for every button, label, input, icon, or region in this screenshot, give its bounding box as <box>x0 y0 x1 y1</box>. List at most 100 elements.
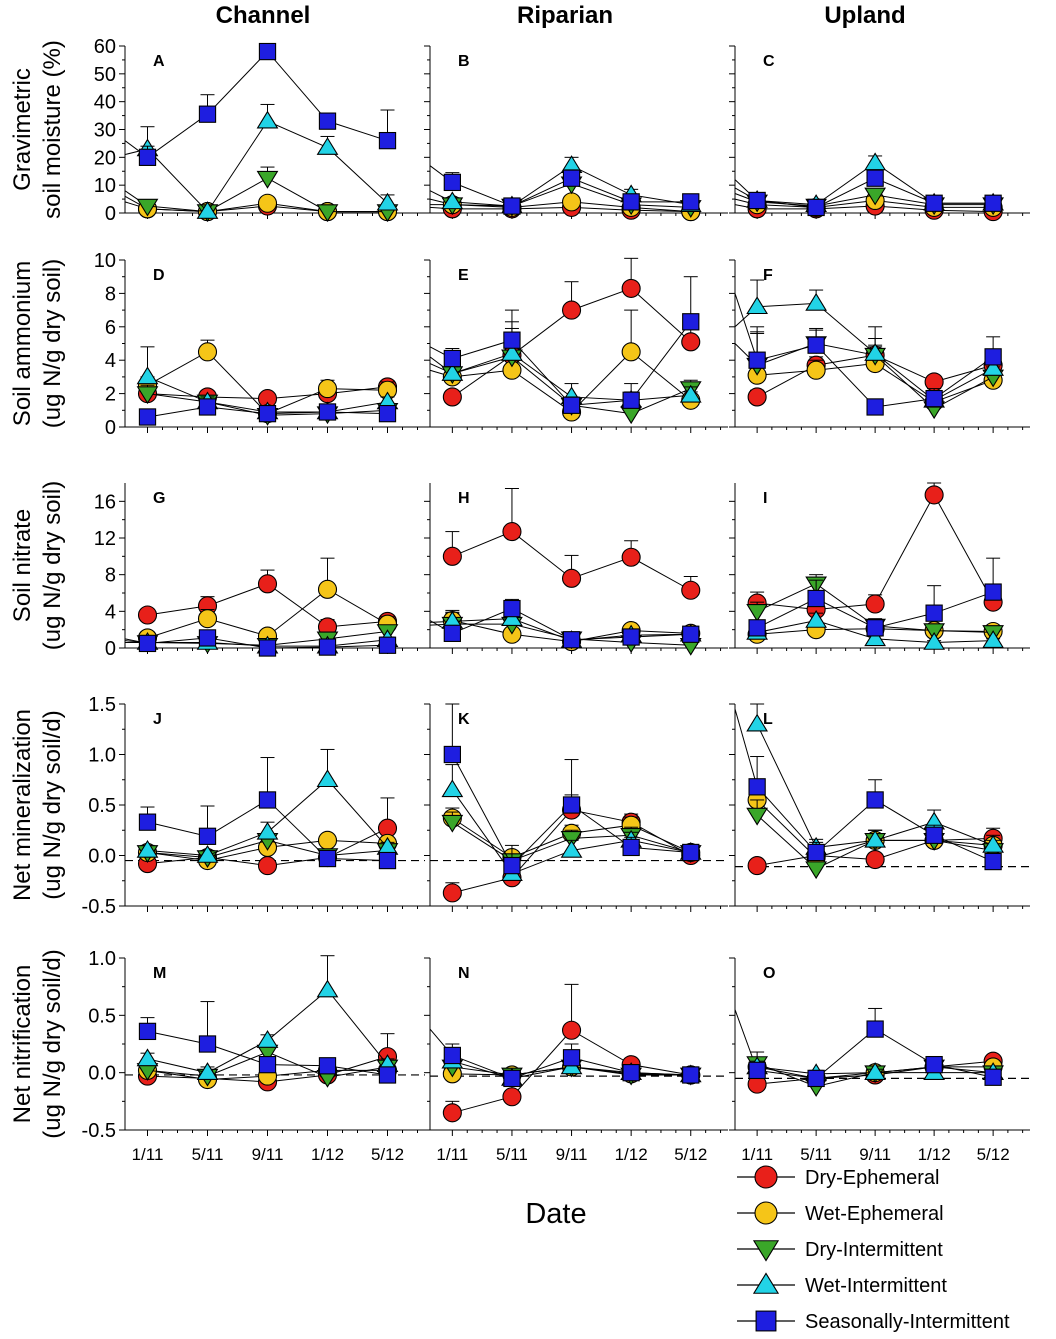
x-tick-label: 5/11 <box>496 1145 528 1164</box>
y-tick-label: 4 <box>105 350 116 372</box>
data-point <box>982 358 1005 376</box>
panel-letter: D <box>153 267 165 284</box>
y-tick-label: 50 <box>94 64 116 86</box>
series-seasonally-intermittent <box>748 557 1002 637</box>
data-point <box>442 883 462 903</box>
data-point <box>378 404 397 423</box>
panel-letter: C <box>763 53 775 70</box>
data-point <box>620 406 643 425</box>
data-point <box>196 1062 219 1080</box>
y-tick-label: 60 <box>94 36 116 58</box>
data-point <box>748 1061 766 1080</box>
panel-letter: N <box>458 965 470 982</box>
data-point <box>257 193 278 213</box>
y-tick-label: 30 <box>94 120 116 142</box>
legend-item-wet-intermittent: Wet-Intermittent <box>737 1272 947 1297</box>
y-axis-label: Net mineralization <box>9 709 36 901</box>
y-tick-label: 0 <box>105 638 116 660</box>
series-seasonally-intermittent <box>138 629 397 657</box>
y-tick-label: 20 <box>94 147 116 169</box>
series-dry-ephemeral <box>442 488 701 600</box>
panel-letter: L <box>763 711 773 728</box>
data-point <box>622 838 640 857</box>
data-point <box>864 628 887 647</box>
y-tick-label: 1.5 <box>88 694 116 716</box>
data-point <box>982 630 1005 648</box>
data-point <box>746 807 769 826</box>
data-point <box>562 169 581 187</box>
data-point <box>866 619 884 637</box>
data-point <box>984 348 1002 366</box>
data-point <box>198 398 217 416</box>
data-point <box>137 605 158 625</box>
panel-letter: I <box>763 490 767 507</box>
data-point <box>807 843 825 862</box>
panel-letter: E <box>458 267 469 284</box>
data-point <box>925 389 943 408</box>
data-point <box>198 105 217 123</box>
data-point <box>138 1022 157 1041</box>
panel-l: L <box>729 703 1030 912</box>
data-point <box>807 589 825 608</box>
data-point <box>806 360 826 380</box>
data-point <box>807 1069 825 1088</box>
series-wet-intermittent <box>136 955 399 1080</box>
data-point <box>318 1057 337 1075</box>
series-seasonally-intermittent <box>138 42 397 166</box>
data-point <box>443 173 462 192</box>
panel-letter: A <box>153 53 165 70</box>
data-point <box>441 814 464 833</box>
panel-grid: 0 10 20 30 40 50 60 A B C 0 2 4 6 8 10 D E F 0 4 8 12 16 G H I -0.5… <box>82 36 1030 1142</box>
data-point <box>257 574 278 594</box>
x-tick-label: 5/11 <box>192 1145 224 1164</box>
data-point <box>378 131 397 150</box>
data-point <box>984 852 1002 871</box>
x-tick-label: 5/11 <box>800 1145 832 1164</box>
panel-letter: K <box>458 711 470 728</box>
y-tick-label: 0.5 <box>88 795 116 817</box>
panel-a: 0 10 20 30 40 50 60 A <box>94 36 425 225</box>
series-seasonally-intermittent <box>138 757 397 870</box>
data-point <box>258 791 277 809</box>
data-point <box>316 769 339 788</box>
data-point <box>258 404 277 423</box>
data-point <box>561 192 582 212</box>
panel-f: F <box>729 259 1030 433</box>
data-point <box>864 1062 887 1080</box>
data-point <box>138 408 157 426</box>
data-point <box>924 485 944 505</box>
data-point <box>317 830 338 850</box>
data-point <box>864 343 887 361</box>
data-point <box>318 403 337 421</box>
x-tick-label: 1/12 <box>311 1145 344 1164</box>
data-point <box>748 351 766 369</box>
y-axis-label: (ug N/g dry soil/d) <box>39 710 66 899</box>
series-wet-intermittent <box>746 1056 1005 1082</box>
data-point <box>864 829 887 848</box>
y-tick-label: 4 <box>105 601 116 623</box>
data-point <box>984 194 1002 212</box>
data-point <box>925 604 943 622</box>
y-tick-label: 12 <box>94 528 116 550</box>
data-point <box>502 1087 522 1107</box>
y-tick-label: 10 <box>94 250 116 272</box>
data-point <box>198 629 217 647</box>
y-tick-label: -0.5 <box>82 896 116 918</box>
panel-letter: M <box>153 965 166 982</box>
data-point <box>138 634 157 653</box>
series-wet-intermittent <box>136 748 399 863</box>
x-tick-label: 5/12 <box>371 1145 404 1164</box>
data-point <box>746 296 769 315</box>
data-point <box>442 1103 462 1123</box>
y-tick-label: 6 <box>105 317 116 339</box>
data-point <box>681 332 701 352</box>
data-point <box>746 604 769 622</box>
x-tick-label: 5/12 <box>674 1145 707 1164</box>
data-point <box>748 778 766 796</box>
panel-letter: J <box>153 711 162 728</box>
data-point <box>805 861 828 880</box>
panel-b: B <box>424 45 728 222</box>
data-point <box>562 796 581 814</box>
data-point <box>258 42 277 61</box>
